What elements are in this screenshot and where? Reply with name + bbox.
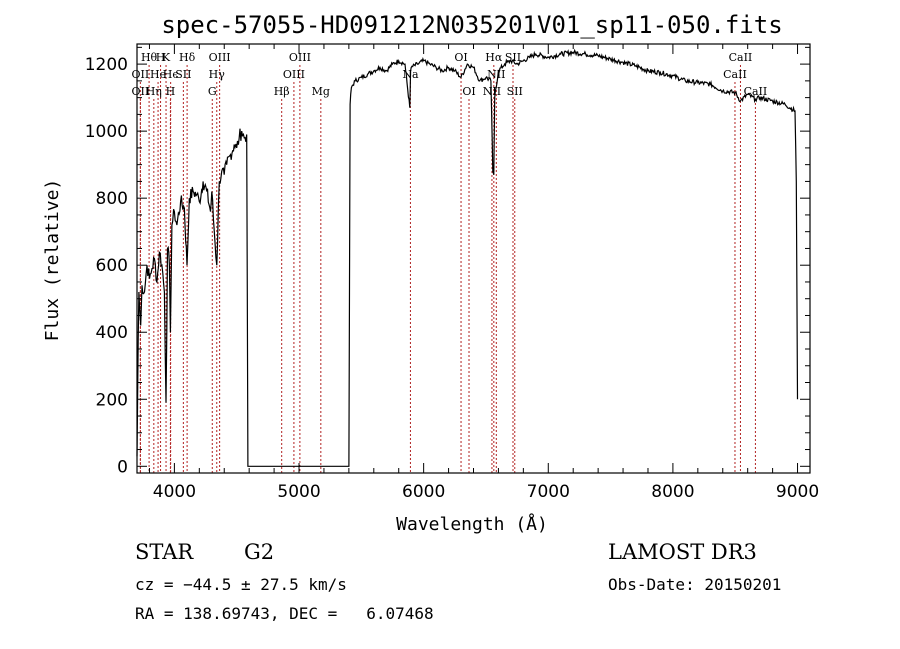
redshift-cz: cz = −44.5 ± 27.5 km/s <box>135 575 347 594</box>
x-axis-label: Wavelength (Å) <box>396 513 548 535</box>
x-tick-label: 5000 <box>277 482 320 502</box>
line-label: H <box>156 51 166 64</box>
object-class: STAR <box>135 540 194 564</box>
line-label: CaII <box>723 68 747 81</box>
y-tick-label: 800 <box>96 189 128 209</box>
chart-title: spec-57055-HD091212N035201V01_sp11-050.f… <box>161 11 782 39</box>
spectral-line-markers <box>139 65 756 473</box>
x-tick-label: 7000 <box>527 482 570 502</box>
y-axis-label: Flux (relative) <box>42 179 63 342</box>
line-label: He <box>150 68 166 81</box>
line-label: NII <box>487 68 505 81</box>
y-tick-label: 1000 <box>85 122 128 142</box>
ra-dec-coordinates: RA = 138.69743, DEC = 6.07468 <box>135 604 434 623</box>
line-label: CaII <box>729 51 753 64</box>
line-label: Hδ <box>179 51 196 64</box>
line-label: Hβ <box>274 85 290 98</box>
line-label: Hθ <box>141 51 158 64</box>
spectrum-line <box>136 48 799 467</box>
line-label: OII <box>132 85 150 98</box>
line-label: OIII <box>209 51 231 64</box>
axis-ticks <box>137 44 810 473</box>
line-label: H <box>166 85 176 98</box>
line-label: OI <box>462 85 475 98</box>
y-tick-label: 1200 <box>85 55 128 75</box>
y-tick-label: 600 <box>96 256 128 276</box>
line-label: Hγ <box>209 68 226 81</box>
line-label: NII <box>483 85 501 98</box>
y-tick-label: 0 <box>117 457 128 477</box>
observation-date: Obs-Date: 20150201 <box>608 575 782 594</box>
line-label: Mg <box>312 85 330 98</box>
line-label: SII <box>507 85 523 98</box>
x-tick-label: 4000 <box>153 482 196 502</box>
axis-tick-labels: 4000 5000 6000 7000 8000 9000 0 200 400 600 800 100… <box>85 55 819 502</box>
x-tick-label: 9000 <box>776 482 819 502</box>
line-label: Hα <box>485 51 503 64</box>
line-label: K <box>162 51 171 64</box>
line-label: OIII <box>283 68 305 81</box>
y-tick-label: 200 <box>96 390 128 410</box>
survey-name: LAMOST DR3 <box>608 540 757 564</box>
line-label: Hϵ <box>163 68 179 81</box>
line-label: OII <box>132 68 150 81</box>
line-label: Hη <box>146 85 162 98</box>
x-tick-label: 8000 <box>651 482 694 502</box>
line-label: OIII <box>289 51 311 64</box>
x-tick-label: 6000 <box>402 482 445 502</box>
y-tick-label: 400 <box>96 323 128 343</box>
line-label: G <box>208 85 217 98</box>
line-label: OI <box>454 51 467 64</box>
plot-frame <box>136 43 811 474</box>
line-label: SII <box>175 68 191 81</box>
object-subclass: G2 <box>244 540 275 564</box>
